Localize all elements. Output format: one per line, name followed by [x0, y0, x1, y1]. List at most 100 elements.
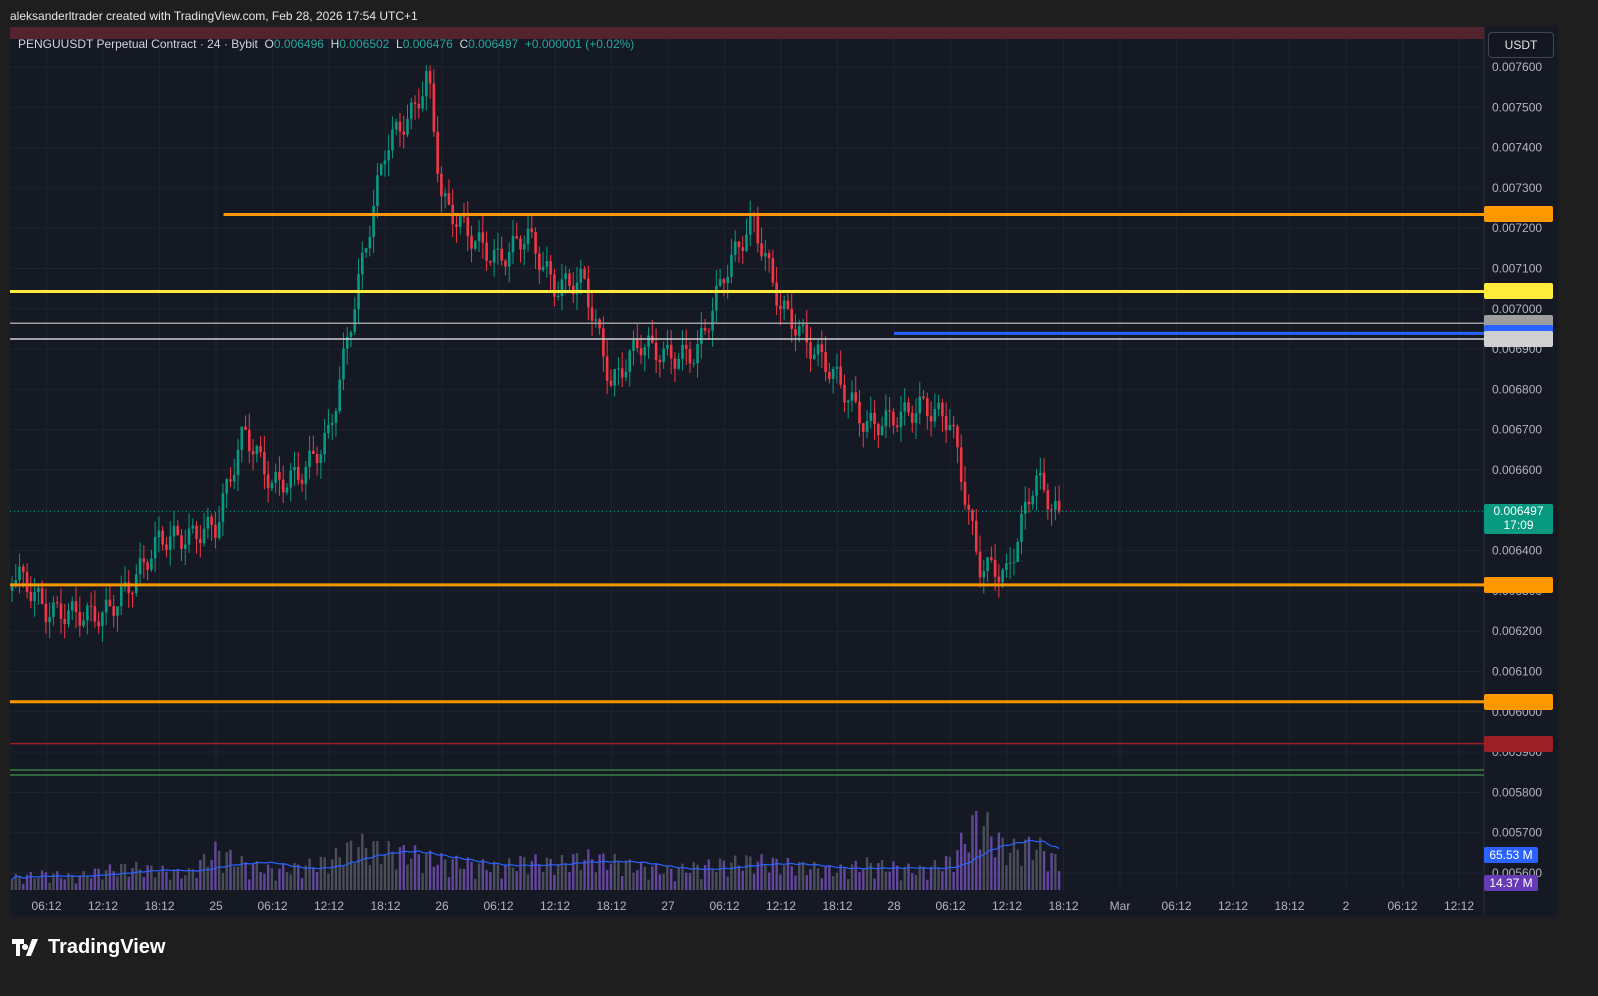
volume-bar	[745, 855, 748, 890]
candle-body	[176, 525, 180, 536]
price-tick-label: 0.007600	[1492, 60, 1542, 74]
volume-bar	[477, 863, 481, 890]
candle-body	[440, 173, 443, 197]
volume-bar	[820, 878, 824, 890]
volume-bar	[579, 869, 582, 890]
volume-bar	[59, 877, 63, 890]
volume-bar	[688, 872, 692, 890]
volume-bar	[474, 878, 477, 890]
volume-bar	[888, 871, 891, 890]
candle-body	[353, 309, 357, 332]
volume-bar	[165, 871, 168, 890]
candle-body	[1035, 475, 1038, 496]
volume-bar	[741, 870, 744, 890]
time-tick-label: 12:12	[1218, 899, 1248, 913]
level-price-badge[interactable]	[1484, 576, 1553, 593]
candle-body	[447, 193, 451, 205]
volume-bar	[18, 875, 21, 890]
volume-bar	[990, 836, 993, 890]
current-price-badge[interactable]: 0.006497 17:09	[1484, 503, 1553, 534]
level-price-badge[interactable]	[1484, 735, 1553, 752]
level-price-badge[interactable]	[1484, 283, 1553, 300]
candle-body	[805, 324, 809, 343]
volume-bar	[790, 866, 793, 890]
volume-bar	[843, 868, 846, 890]
volume-bar	[617, 861, 620, 890]
time-tick-label: 26	[435, 899, 449, 913]
candle-body	[217, 522, 221, 538]
volume-bar	[1039, 837, 1042, 890]
candle-body	[183, 544, 187, 550]
time-tick-label: 06:12	[483, 899, 513, 913]
volume-bar	[451, 859, 454, 890]
volume-bar	[440, 853, 443, 890]
volume-bar	[278, 868, 281, 890]
candle-body	[89, 605, 93, 607]
candle-body	[553, 274, 556, 297]
volume-bar	[556, 864, 560, 890]
candle-body	[1008, 562, 1012, 564]
candle-body	[187, 528, 191, 545]
volume-bar	[293, 862, 296, 890]
candle-body	[560, 279, 564, 297]
level-price-badge[interactable]	[1484, 331, 1553, 348]
volume-bar	[764, 864, 767, 890]
candle-body	[489, 260, 492, 263]
symbol-title[interactable]: PENGUUSDT Perpetual Contract · 24 · Bybi…	[18, 37, 258, 51]
candle-body	[165, 544, 168, 550]
volume-bar	[997, 832, 1001, 890]
volume-bar	[824, 865, 827, 890]
volume-bar	[865, 857, 869, 890]
volume-bar	[221, 873, 225, 890]
volume-bar	[624, 860, 628, 890]
volume-bar	[771, 857, 775, 890]
volume-bar	[696, 864, 699, 890]
time-tick-label: 06:12	[1161, 899, 1191, 913]
candle-body	[146, 562, 149, 570]
candle-body	[466, 217, 470, 236]
volume-bar	[673, 881, 677, 890]
candle-body	[813, 354, 816, 359]
candle-body	[500, 248, 503, 261]
currency-button[interactable]: USDT	[1488, 32, 1554, 58]
volume-bar	[425, 853, 428, 890]
low-label: L	[396, 37, 403, 51]
volume-bar	[880, 860, 884, 890]
candle-body	[425, 71, 428, 97]
candle-body	[70, 601, 74, 611]
candle-body	[93, 606, 97, 622]
candle-body	[993, 559, 997, 577]
candle-body	[338, 379, 341, 412]
candle-body	[1050, 509, 1053, 511]
level-price-badge[interactable]	[1484, 206, 1553, 223]
volume-bar	[229, 849, 232, 890]
candle-body	[232, 475, 236, 482]
level-price-badge[interactable]	[1484, 693, 1553, 710]
volume-bar	[545, 857, 549, 890]
candle-body	[639, 348, 643, 356]
candle-body	[609, 380, 613, 386]
price-tick-label: 0.007200	[1492, 221, 1542, 235]
candle-body	[1027, 501, 1031, 505]
volume-bar	[737, 865, 741, 890]
candle-body	[402, 131, 406, 135]
volume-bar	[1024, 839, 1027, 890]
candle-body	[541, 266, 545, 271]
tradingview-logo[interactable]: TradingView	[12, 936, 165, 959]
candle-body	[703, 327, 707, 331]
candle-body	[1020, 513, 1023, 542]
candle-body	[982, 571, 986, 578]
volume-bar	[862, 868, 865, 890]
price-tick-label: 0.006400	[1492, 544, 1542, 558]
volume-bar	[74, 883, 78, 890]
candle-body	[741, 247, 745, 251]
candle-body	[669, 344, 673, 359]
candle-body	[1016, 541, 1019, 562]
volume-bar	[813, 861, 816, 890]
volume-bar	[933, 859, 937, 890]
candle-body	[948, 424, 952, 431]
volume-bar	[621, 876, 624, 890]
time-tick-label: 18:12	[822, 899, 852, 913]
price-tick-label: 0.007000	[1492, 302, 1542, 316]
